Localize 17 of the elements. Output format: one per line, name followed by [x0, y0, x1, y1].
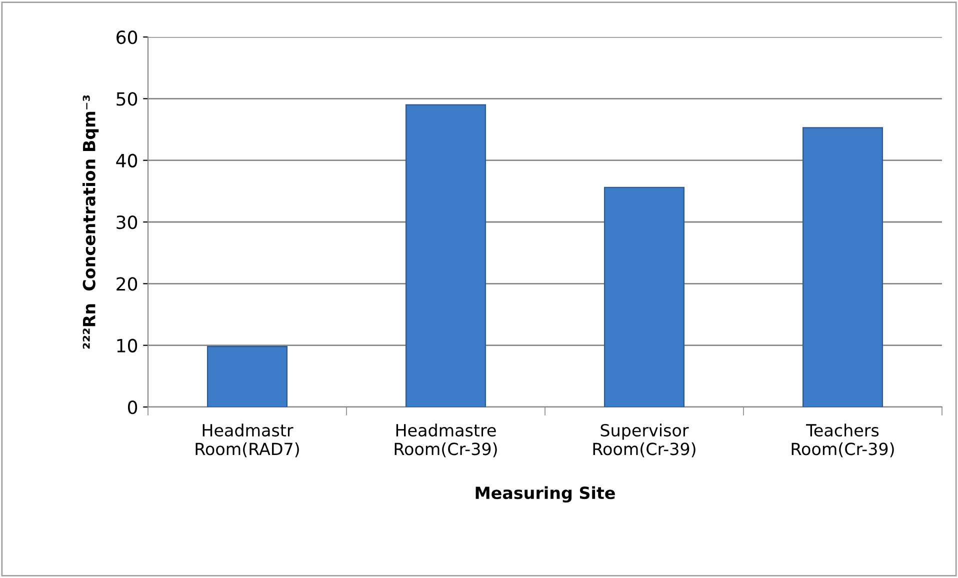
y-tick-label: 10 [117, 338, 138, 352]
y-tick-label: 60 [116, 30, 138, 44]
y-tick-label: 0 [128, 400, 138, 414]
bar [604, 186, 685, 407]
bar [206, 346, 288, 407]
y-tick-label: 30 [116, 215, 138, 230]
x-tick-label: Teachers Room(Cr-39) [792, 424, 894, 458]
y-tick-label: 40 [116, 154, 138, 168]
y-tick-label: 50 [116, 92, 138, 106]
bar [405, 104, 486, 407]
x-tick-label: Headmastre Room(Cr-39) [394, 424, 497, 458]
x-tick-label: Supervisor Room(Cr-39) [593, 424, 696, 458]
x-axis-title: Measuring Site [476, 486, 615, 502]
y-axis-title: ²²²Rn Concentration Bqm⁻³ [82, 95, 99, 349]
x-tick-label: Headmastr Room(RAD7) [196, 424, 299, 458]
y-tick-label: 20 [116, 277, 138, 291]
bar [802, 127, 884, 407]
